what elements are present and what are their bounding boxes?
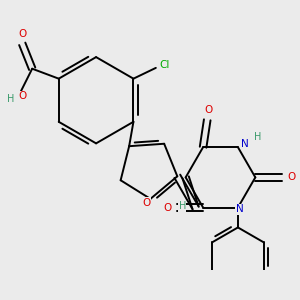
Text: O: O bbox=[205, 105, 213, 115]
Text: N: N bbox=[241, 139, 248, 149]
Text: O: O bbox=[18, 29, 26, 39]
Text: O: O bbox=[142, 198, 150, 208]
Text: O: O bbox=[163, 202, 172, 212]
Text: O: O bbox=[287, 172, 295, 182]
Text: O: O bbox=[18, 91, 26, 101]
Text: H: H bbox=[7, 94, 14, 103]
Text: Cl: Cl bbox=[160, 60, 170, 70]
Text: H: H bbox=[254, 132, 262, 142]
Text: H: H bbox=[178, 201, 186, 211]
Text: N: N bbox=[236, 204, 244, 214]
